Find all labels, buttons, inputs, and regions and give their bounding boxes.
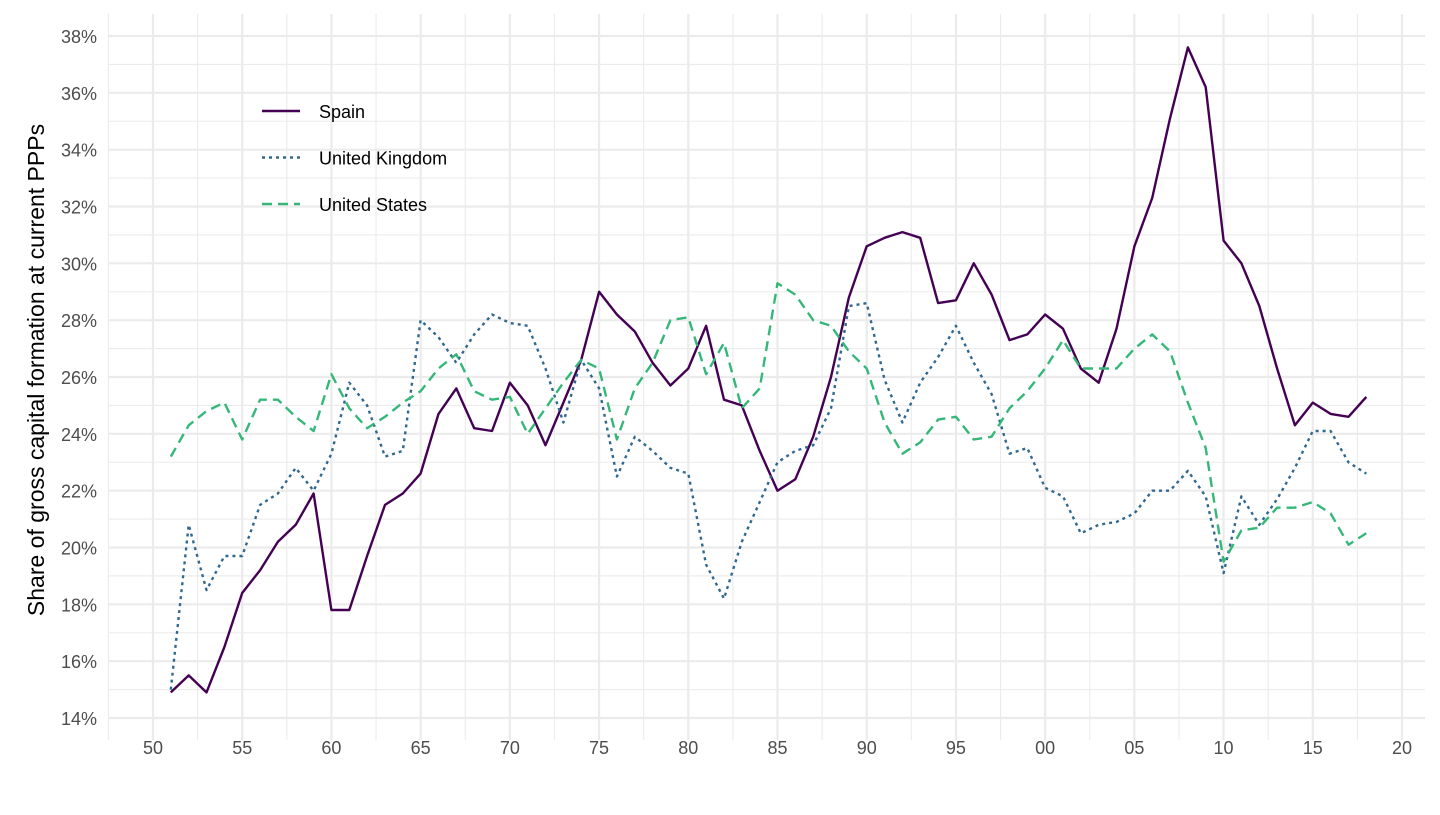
series-line-united-kingdom <box>169 301 1367 690</box>
x-tick-label: 70 <box>500 738 520 758</box>
series-lines <box>169 46 1368 694</box>
y-axis-label: Share of gross capital formation at curr… <box>23 124 49 616</box>
x-tick-label: 10 <box>1214 738 1234 758</box>
x-tick-label: 80 <box>678 738 698 758</box>
y-tick-label: 32% <box>61 198 97 218</box>
x-tick-label: 85 <box>767 738 787 758</box>
x-tick-label: 55 <box>232 738 252 758</box>
y-tick-label: 34% <box>61 141 97 161</box>
y-tick-label: 36% <box>61 84 97 104</box>
y-tick-label: 20% <box>61 539 97 559</box>
x-tick-label: 50 <box>143 738 163 758</box>
y-axis: 14% 16% 18% 20% 22% 24% 26% 28% 30% 32% 34% 36% 38% <box>61 27 97 729</box>
series-line-spain <box>169 46 1368 694</box>
y-tick-label: 24% <box>61 425 97 445</box>
x-tick-label: 60 <box>321 738 341 758</box>
y-tick-label: 38% <box>61 27 97 47</box>
x-tick-label: 05 <box>1124 738 1144 758</box>
x-axis: 50 55 60 65 70 75 80 85 90 95 00 05 10 15 20 <box>143 738 1412 758</box>
x-tick-label: 00 <box>1035 738 1055 758</box>
x-tick-label: 95 <box>946 738 966 758</box>
grid <box>107 14 1425 740</box>
y-tick-label: 28% <box>61 311 97 331</box>
legend-label: United Kingdom <box>319 149 447 169</box>
legend: Spain United Kingdom United States <box>262 102 447 215</box>
y-tick-label: 26% <box>61 368 97 388</box>
x-tick-label: 65 <box>411 738 431 758</box>
series-line-united-states <box>169 282 1367 563</box>
legend-label: Spain <box>319 102 365 122</box>
x-tick-label: 90 <box>857 738 877 758</box>
x-tick-label: 15 <box>1303 738 1323 758</box>
legend-label: United States <box>319 195 427 215</box>
y-tick-label: 14% <box>61 709 97 729</box>
y-tick-label: 30% <box>61 254 97 274</box>
x-tick-label: 20 <box>1392 738 1412 758</box>
y-tick-label: 22% <box>61 482 97 502</box>
x-tick-label: 75 <box>589 738 609 758</box>
y-tick-label: 18% <box>61 595 97 615</box>
y-tick-label: 16% <box>61 652 97 672</box>
